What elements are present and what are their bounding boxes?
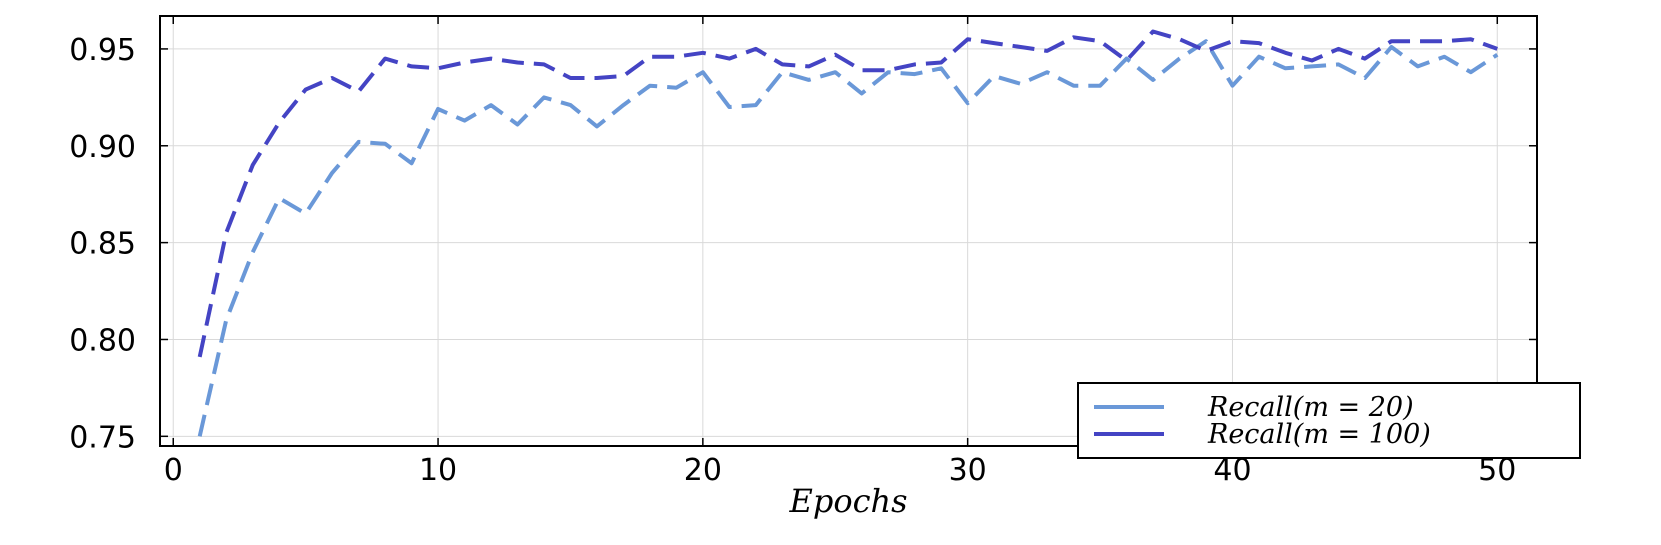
- grid-lines: [160, 16, 1537, 446]
- y-tick-label: 0.80: [69, 323, 136, 358]
- series-line-1: [197, 39, 1499, 437]
- y-tick-label: 0.95: [69, 33, 136, 68]
- legend-entry: Recall(m = 100): [1207, 419, 1431, 450]
- series-line-2: [197, 29, 1498, 358]
- x-tick-label: 10: [419, 453, 457, 488]
- legend-entry: Recall(m = 20): [1207, 392, 1414, 423]
- x-axis-label: Epochs: [788, 482, 907, 520]
- legend: Recall(m = 20)Recall(m = 100): [1077, 382, 1581, 459]
- y-tick-label: 0.90: [69, 130, 136, 165]
- y-tick-label: 0.85: [69, 227, 136, 262]
- series-lines: [197, 29, 1499, 437]
- plot-frame: [159, 15, 1538, 447]
- x-tick-label: 30: [949, 453, 987, 488]
- x-tick-label: 0: [164, 453, 183, 488]
- y-tick-label: 0.75: [69, 420, 136, 455]
- legend-box: [1077, 382, 1581, 459]
- x-tick-label: 20: [684, 453, 722, 488]
